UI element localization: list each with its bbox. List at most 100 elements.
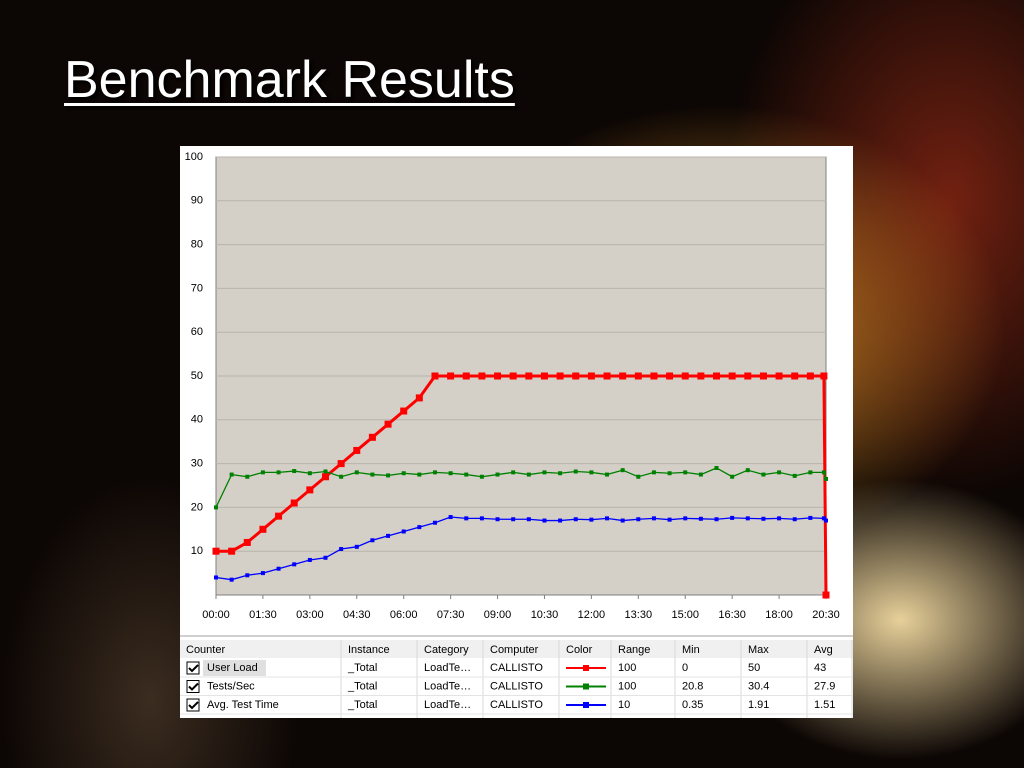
data-point [229,472,234,477]
data-point [448,471,453,476]
data-point [651,516,656,521]
data-point [775,372,783,380]
data-point [822,591,830,599]
table-header: Color [566,644,593,656]
data-point [432,470,437,475]
data-point [666,372,674,380]
data-point [401,529,406,534]
data-point [589,470,594,475]
data-point [820,372,828,380]
data-point [494,372,502,380]
data-point [354,470,359,475]
data-point [714,517,719,522]
data-point [384,420,392,428]
x-tick-label: 18:00 [765,609,793,621]
x-tick-label: 12:00 [578,609,606,621]
x-tick-label: 06:00 [390,609,418,621]
data-point [605,516,610,521]
table-cell: 20.8 [682,680,703,692]
data-point [432,520,437,525]
data-point [620,468,625,473]
data-point [260,571,265,576]
data-point [479,474,484,479]
data-point [806,372,814,380]
table-cell: 27.9 [814,680,835,692]
table-header: Category [424,644,469,656]
y-tick-label: 80 [191,239,203,251]
data-point [791,372,799,380]
data-point [260,470,265,475]
data-point [511,470,516,475]
data-point [431,372,439,380]
data-point [290,499,298,507]
counter-name: Avg. Test Time [207,699,279,711]
data-point [745,468,750,473]
checkmark [188,701,199,710]
data-point [603,372,611,380]
data-point [619,372,627,380]
data-point [697,372,705,380]
data-point [370,472,375,477]
data-point [447,372,455,380]
data-point [636,474,641,479]
color-swatch-marker [583,683,589,690]
table-header: Computer [490,644,539,656]
table-cell: LoadTe… [424,662,471,674]
y-tick-label: 50 [191,370,203,382]
data-point [540,372,548,380]
data-point [400,407,408,415]
data-point [386,473,391,478]
data-point [306,486,314,494]
data-point [259,525,267,533]
data-point [808,470,813,475]
table-cell: LoadTe… [424,699,471,711]
x-tick-label: 09:00 [484,609,512,621]
data-point [292,469,297,474]
counter-name: Tests/Sec [207,680,255,692]
data-point [681,372,689,380]
x-tick-label: 15:00 [671,609,699,621]
data-point [417,525,422,530]
x-tick-label: 07:30 [437,609,465,621]
table-cell: 50 [748,662,760,674]
data-point [556,372,564,380]
table-cell: 0.35 [682,699,703,711]
counter-name: User Load [207,662,258,674]
y-tick-label: 60 [191,326,203,338]
data-point [698,516,703,521]
data-point [526,517,531,522]
color-swatch-marker [583,702,589,708]
data-point [650,372,658,380]
data-point [728,372,736,380]
data-point [792,517,797,522]
table-header: Instance [348,644,390,656]
x-tick-label: 10:30 [531,609,559,621]
x-tick-label: 03:00 [296,609,324,621]
slide-title: Benchmark Results [64,51,515,109]
x-tick-label: 13:30 [625,609,653,621]
table-header: Counter [186,644,225,656]
table-cell: CALLISTO [490,699,543,711]
y-tick-label: 40 [191,414,203,426]
table-cell: 1.91 [748,699,769,711]
data-point [558,518,563,523]
checkbox [186,661,200,675]
data-point [683,516,688,521]
data-point [589,517,594,522]
data-point [651,470,656,475]
data-point [761,472,766,477]
data-point [339,474,344,479]
table-cell: 1.51 [814,699,835,711]
data-point [415,394,423,402]
data-point [276,566,281,571]
table-cell: CALLISTO [490,680,543,692]
data-point [212,547,220,555]
x-tick-label: 20:30 [812,609,840,621]
data-point [307,557,312,562]
table-cell: 30.4 [748,680,769,692]
data-point [478,372,486,380]
table-header: Avg [814,644,833,656]
data-point [636,517,641,522]
